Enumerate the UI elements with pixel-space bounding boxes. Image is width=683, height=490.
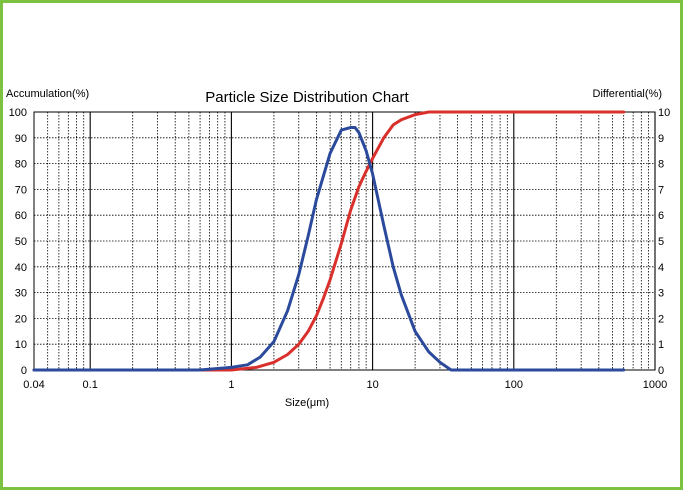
y-tick-label-left: 100 — [9, 107, 27, 119]
y-tick-label-right: 2 — [658, 313, 664, 325]
y-tick-label-right: 10 — [658, 107, 670, 119]
y-tick-label-left: 80 — [15, 159, 27, 171]
y-axis-left-title: Accumulation(%) — [6, 88, 89, 100]
y-tick-label-left: 90 — [15, 133, 27, 145]
y-tick-label-left: 40 — [15, 262, 27, 274]
y-tick-label-left: 0 — [21, 365, 27, 377]
chart-title: Particle Size Distribution Chart — [205, 89, 409, 106]
y-tick-label-right: 7 — [658, 184, 664, 196]
y-tick-label-left: 50 — [15, 236, 27, 248]
x-tick-label: 0.1 — [83, 379, 98, 391]
y-tick-label-right: 0 — [658, 365, 664, 377]
y-axis-right-title: Differential(%) — [593, 88, 663, 100]
x-tick-label: 1000 — [643, 379, 667, 391]
y-tick-label-left: 70 — [15, 184, 27, 196]
y-tick-label-right: 5 — [658, 236, 664, 248]
labels: 0.04 0.1 1 10 100 100001020304050607080901000… — [9, 107, 671, 391]
y-tick-label-right: 9 — [658, 133, 664, 145]
y-tick-label-left: 10 — [15, 339, 27, 351]
plot-border — [33, 111, 656, 371]
x-tick-label: 0.04 — [23, 379, 44, 391]
y-tick-label-right: 3 — [658, 288, 664, 300]
y-tick-label-right: 8 — [658, 159, 664, 171]
y-tick-label-right: 6 — [658, 210, 664, 222]
series-accumulation-line — [32, 110, 626, 372]
x-tick-label: 1 — [228, 379, 234, 391]
x-axis-title: Size(μm) — [285, 397, 329, 409]
y-tick-label-left: 30 — [15, 288, 27, 300]
grid — [33, 111, 656, 371]
y-tick-label-right: 4 — [658, 262, 664, 274]
x-tick-label: 10 — [366, 379, 378, 391]
y-tick-label-left: 60 — [15, 210, 27, 222]
y-tick-label-right: 1 — [658, 339, 664, 351]
y-tick-label-left: 20 — [15, 313, 27, 325]
series — [32, 110, 626, 372]
series-differential-line — [32, 126, 626, 372]
x-tick-label: 100 — [505, 379, 523, 391]
